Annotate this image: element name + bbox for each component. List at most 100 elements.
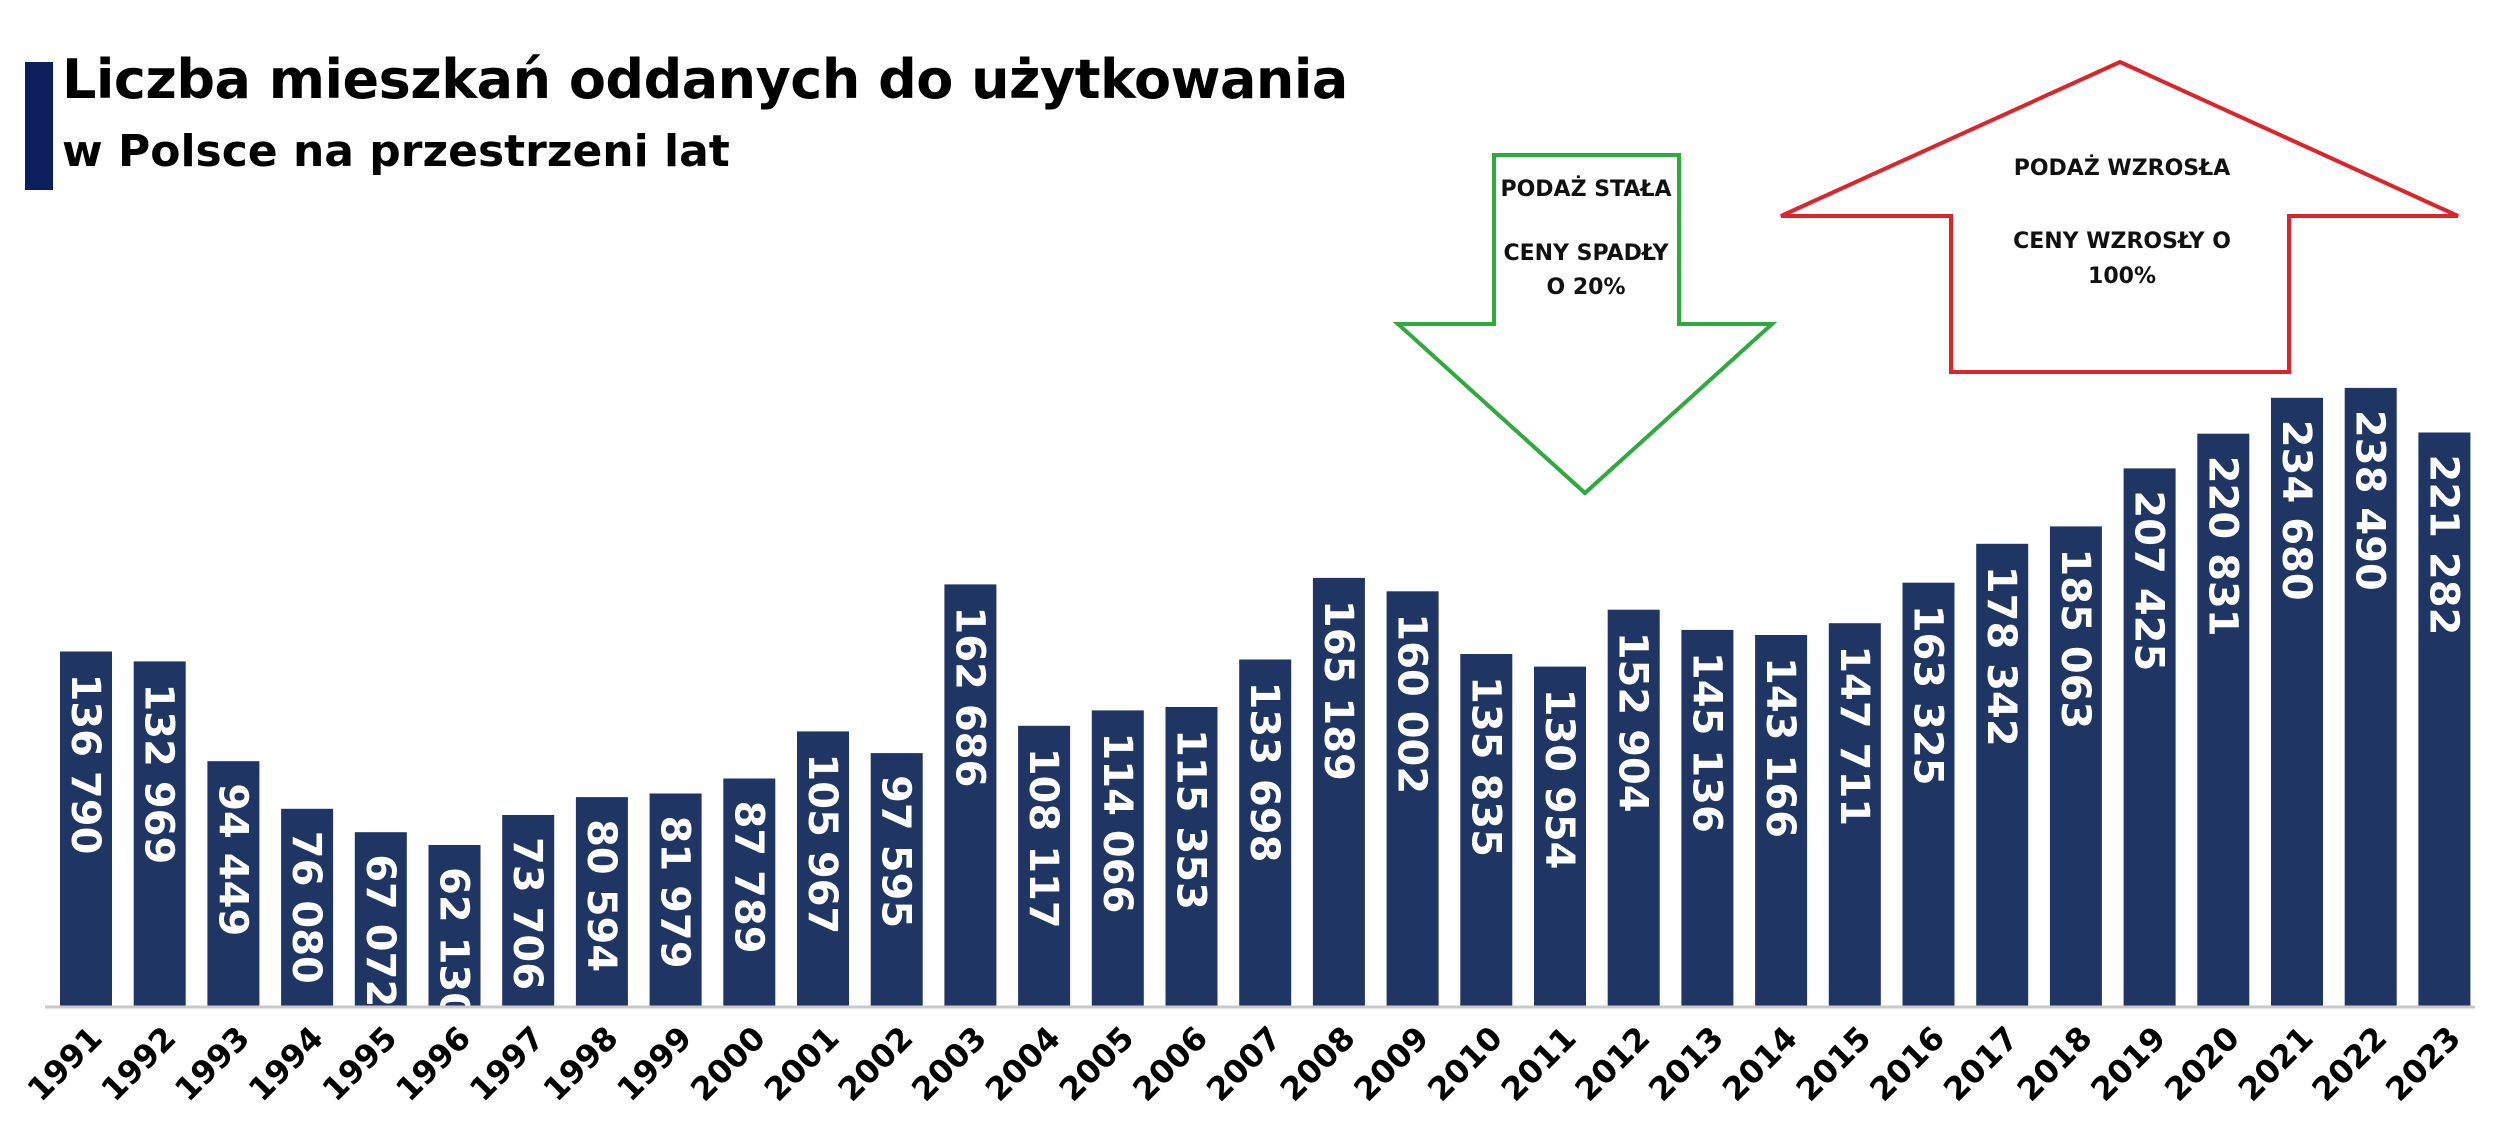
- x-tick-1998: 1998: [536, 1019, 626, 1109]
- bar-1994: [281, 808, 334, 1006]
- bar-value-label-2017: 178 342: [1978, 566, 2024, 747]
- red-arrow-shape: [1780, 59, 2459, 374]
- bar-value-label-1998: 80 594: [578, 819, 624, 972]
- bar-value-label-2000: 87 789: [725, 801, 771, 954]
- bar-2008: [1312, 577, 1365, 1006]
- bar-value-label-2005: 114 066: [1094, 732, 1140, 913]
- bar-value-label-2013: 145 136: [1683, 652, 1729, 833]
- bar-value-label-2004: 108 117: [1020, 748, 1066, 929]
- x-tick-2018: 2018: [2010, 1019, 2100, 1109]
- x-tick-2012: 2012: [1568, 1019, 1658, 1109]
- x-tick-2020: 2020: [2157, 1019, 2247, 1109]
- x-tick-1994: 1994: [241, 1019, 331, 1109]
- bar-2004: [1018, 725, 1071, 1006]
- bar-value-label-2012: 152 904: [1610, 632, 1656, 813]
- bar-value-label-2003: 162 686: [946, 606, 992, 787]
- x-tick-2013: 2013: [1641, 1019, 1731, 1109]
- bar-value-label-2022: 238 490: [2347, 410, 2393, 591]
- x-tick-2005: 2005: [1052, 1019, 1142, 1109]
- bar-value-label-1996: 62 130: [431, 867, 477, 1020]
- bar-value-label-2021: 234 680: [2273, 420, 2319, 601]
- x-tick-2009: 2009: [1346, 1019, 1436, 1109]
- x-tick-2014: 2014: [1715, 1019, 1805, 1109]
- red-arrow-line-3: CENY WZROSŁY O: [2013, 229, 2231, 254]
- green-arrow-line-4: O 20%: [1546, 275, 1625, 300]
- bar-1995: [354, 832, 407, 1006]
- x-tick-2002: 2002: [831, 1019, 921, 1109]
- bar-2011: [1534, 666, 1586, 1006]
- bar-2021: [2271, 397, 2323, 1006]
- x-tick-2010: 2010: [1420, 1019, 1510, 1109]
- chart-title: Liczba mieszkań oddanych do użytkowania: [62, 48, 1348, 111]
- bar-value-label-1997: 73 706: [504, 837, 550, 990]
- x-tick-2008: 2008: [1273, 1019, 1363, 1109]
- x-tick-1992: 1992: [94, 1019, 184, 1109]
- bar-2007: [1239, 659, 1292, 1006]
- green-arrow-shape: [1392, 153, 1778, 496]
- bar-2015: [1828, 623, 1881, 1006]
- bar-2010: [1460, 654, 1513, 1006]
- bar-value-labels: 136 790 132 969 94 449 76 080 67 072 62 130 73…: [62, 410, 2466, 1020]
- bar-value-label-1993: 94 449: [209, 783, 255, 936]
- red-arrow-line-1: PODAŻ WZROSŁA: [2014, 155, 2231, 181]
- bar-value-label-1999: 81 979: [652, 816, 698, 969]
- bars-layer: [60, 387, 2471, 1006]
- bar-value-label-1994: 76 080: [283, 831, 329, 984]
- bar-1993: [207, 761, 260, 1006]
- bar-value-label-2015: 147 711: [1831, 645, 1877, 826]
- bar-2023: [2418, 432, 2471, 1006]
- x-tick-2004: 2004: [978, 1019, 1068, 1109]
- bar-value-label-2019: 207 425: [2126, 490, 2172, 671]
- x-tick-1996: 1996: [388, 1019, 478, 1109]
- red-arrow-line-4: 100%: [2088, 264, 2156, 289]
- bar-2006: [1165, 707, 1218, 1006]
- bar-value-label-2016: 163 325: [1905, 605, 1951, 786]
- green-arrow-line-1: PODAŻ STAŁA: [1500, 176, 1671, 202]
- x-tick-2011: 2011: [1494, 1019, 1584, 1109]
- bar-value-label-2009: 160 002: [1389, 613, 1435, 794]
- bar-value-label-2007: 133 698: [1241, 682, 1287, 863]
- bar-2000: [723, 778, 776, 1006]
- bar-value-label-2020: 220 831: [2199, 456, 2245, 637]
- bar-2012: [1607, 609, 1660, 1006]
- bar-value-label-2002: 97 595: [873, 775, 919, 928]
- x-tick-1997: 1997: [462, 1019, 552, 1109]
- bar-2014: [1755, 635, 1808, 1006]
- x-tick-1999: 1999: [609, 1019, 699, 1109]
- bar-value-label-2023: 221 282: [2420, 455, 2466, 636]
- x-tick-2000: 2000: [683, 1019, 773, 1109]
- x-tick-2003: 2003: [904, 1019, 994, 1109]
- bar-2016: [1902, 582, 1955, 1006]
- green-arrow-line-3: CENY SPADŁY: [1503, 241, 1669, 266]
- bar-value-label-2001: 105 967: [799, 753, 845, 934]
- bar-2013: [1681, 629, 1734, 1006]
- x-tick-2001: 2001: [757, 1019, 847, 1109]
- bar-2017: [1976, 543, 2029, 1006]
- bar-2018: [2049, 526, 2102, 1006]
- bar-value-label-2014: 143 166: [1757, 657, 1803, 838]
- x-tick-2021: 2021: [2231, 1019, 2321, 1109]
- bar-2022: [2344, 387, 2397, 1006]
- bar-value-label-1995: 67 072: [357, 854, 403, 1007]
- x-tick-2016: 2016: [1862, 1019, 1952, 1109]
- bar-2005: [1091, 710, 1144, 1006]
- bar-1992: [133, 661, 186, 1006]
- x-tick-2007: 2007: [1199, 1019, 1289, 1109]
- x-tick-2022: 2022: [2305, 1019, 2395, 1109]
- bar-2001: [797, 731, 849, 1006]
- bar-2009: [1386, 591, 1439, 1006]
- chart-subtitle: w Polsce na przestrzeni lat: [62, 126, 730, 177]
- bar-2003: [944, 584, 997, 1006]
- x-tick-2015: 2015: [1789, 1019, 1879, 1109]
- bar-1998: [575, 797, 628, 1006]
- bar-value-label-2011: 130 954: [1536, 689, 1582, 870]
- bar-value-label-2018: 185 063: [2052, 548, 2098, 729]
- bar-1996: [428, 845, 481, 1006]
- bar-value-label-1992: 132 969: [136, 683, 182, 864]
- bar-1997: [502, 815, 555, 1006]
- x-tick-2006: 2006: [1125, 1019, 1215, 1109]
- x-tick-1993: 1993: [167, 1019, 257, 1109]
- bar-value-label-2006: 115 353: [1168, 729, 1214, 910]
- bar-2020: [2197, 433, 2250, 1006]
